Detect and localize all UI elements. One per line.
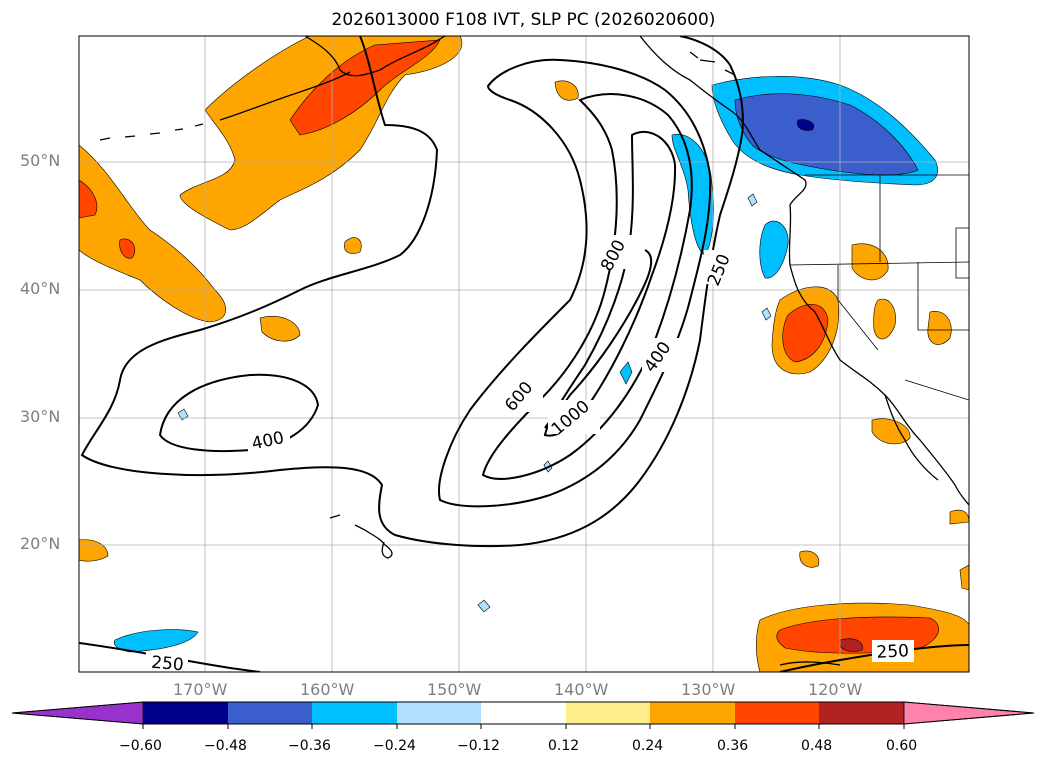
lon-label-140w: 140°W: [554, 680, 609, 699]
colorbar-extend-max: [903, 701, 1035, 725]
lon-label-160w: 160°W: [300, 680, 355, 699]
lat-label-20n: 20°N: [20, 534, 61, 553]
colorbar-tick-label: −0.24: [373, 738, 416, 754]
map-title: 2026013000 F108 IVT, SLP PC (2026020600): [331, 10, 716, 30]
lat-label-30n: 30°N: [20, 407, 61, 426]
lon-label-150w: 150°W: [427, 680, 482, 699]
map-frame: [78, 35, 970, 673]
negative-anomaly-shading: [113, 76, 938, 653]
colorbar-tick-label: −0.36: [288, 738, 331, 754]
contour-labels: 800 250 400 600 1000 400 250 250: [146, 235, 914, 676]
lon-label-130w: 130°W: [681, 680, 736, 699]
colorbar-bin-5: [481, 702, 566, 724]
lat-label-50n: 50°N: [20, 151, 61, 170]
colorbar: [11, 701, 1035, 729]
lon-label-170w: 170°W: [173, 680, 228, 699]
colorbar-bin-7: [650, 702, 735, 724]
colorbar-bin-9: [819, 702, 904, 724]
colorbar-tick-label: −0.60: [119, 738, 162, 754]
colorbar-tick-label: 0.48: [801, 738, 833, 754]
lat-label-40n: 40°N: [20, 279, 61, 298]
colorbar-tick-label: 0.60: [886, 738, 918, 754]
colorbar-tick-label: −0.12: [457, 738, 500, 754]
colorbar-bin-4: [397, 702, 481, 724]
colorbar-bin-3: [312, 702, 397, 724]
colorbar-bin-2: [228, 702, 312, 724]
lon-label-120w: 120°W: [808, 680, 863, 699]
borders: [789, 174, 969, 401]
colorbar-bin-1: [143, 702, 228, 724]
colorbar-tick-label: 0.36: [717, 738, 749, 754]
colorbar-extend-min: [11, 701, 144, 725]
colorbar-tick-label: 0.12: [548, 738, 580, 754]
colorbar-tick-label: 0.24: [632, 738, 664, 754]
colorbar-tick-label: −0.48: [204, 738, 247, 754]
contour-label-250-southeast: 250: [876, 641, 909, 663]
colorbar-bin-8: [735, 702, 819, 724]
colorbar-bin-6: [566, 702, 650, 724]
contour-label-250-southwest: 250: [150, 653, 184, 676]
map-area: 800 250 400 600 1000 400 250 250: [79, 36, 969, 676]
coastlines: [99, 36, 969, 666]
